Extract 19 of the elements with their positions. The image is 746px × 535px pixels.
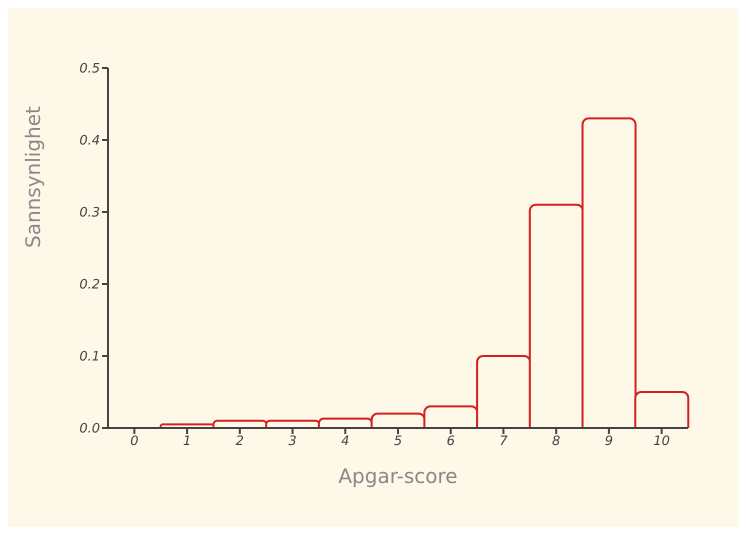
x-tick-label: 6 [446, 434, 455, 450]
y-tick-label: 0.4 [79, 134, 100, 149]
x-tick-label: 3 [288, 434, 297, 450]
x-tick-label: 2 [236, 434, 244, 450]
y-tick-label: 0.1 [79, 350, 100, 365]
y-tick-label: 0.3 [79, 206, 100, 221]
x-tick-label: 1 [182, 434, 192, 450]
y-tick-label: 0.2 [79, 278, 100, 293]
y-axis-title: Sannsynlighet [21, 106, 46, 248]
x-tick-label: 9 [604, 434, 614, 450]
x-tick-label: 5 [394, 434, 402, 450]
x-tick-label: 7 [499, 434, 508, 450]
y-tick-label: 0.5 [79, 62, 100, 77]
x-tick-label: 4 [341, 434, 350, 450]
x-tick-label: 10 [653, 434, 670, 450]
y-tick-label: 0.0 [79, 422, 100, 437]
x-tick-label: 8 [552, 434, 560, 450]
x-tick-label: 0 [130, 434, 139, 450]
x-axis-title: Apgar-score [338, 464, 458, 488]
